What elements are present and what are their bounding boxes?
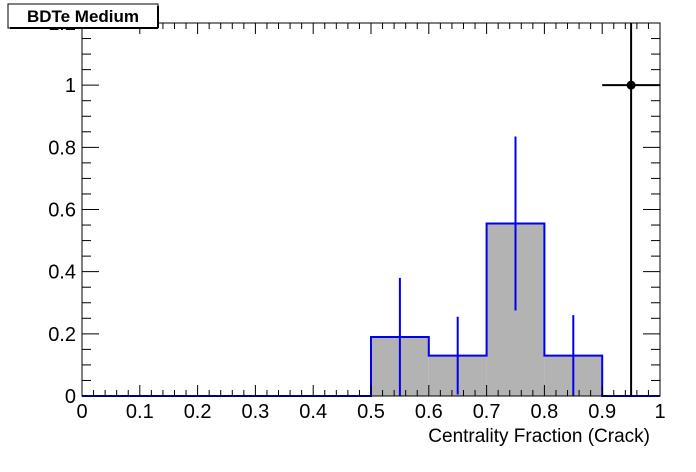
y-tick-label: 0.2	[48, 324, 76, 346]
x-tick-label: 0.4	[299, 401, 327, 423]
x-tick-label: 1	[654, 401, 665, 423]
chart-title: BDTe Medium	[27, 7, 139, 26]
x-tick-label: 0.9	[588, 401, 616, 423]
x-axis-title: Centrality Fraction (Crack)	[428, 426, 650, 447]
x-tick-label: 0.3	[241, 401, 269, 423]
plot-frame	[81, 22, 661, 397]
axes-layer: 0 0.1 0.2 0.3 0.4 0.5 0.6 0.7 0.8 0.9 1 0 0.2 0.4 0.6 0…	[48, 13, 665, 423]
y-tick-label: 1	[65, 75, 76, 97]
y-tick-label: 0.6	[48, 200, 76, 222]
x-tick-label: 0.2	[184, 401, 212, 423]
x-tick-label: 0.6	[415, 401, 443, 423]
x-tick-label: 0.8	[530, 401, 558, 423]
y-tick-label: 0.8	[48, 137, 76, 159]
x-tick-label: 0.5	[357, 401, 385, 423]
x-tick-label: 0.1	[126, 401, 154, 423]
title-box: BDTe Medium	[7, 3, 159, 29]
data-point	[626, 80, 636, 90]
y-tick-label: 0	[65, 386, 76, 408]
y-tick-label: 0.4	[48, 262, 76, 284]
x-tick-label: 0	[76, 401, 87, 423]
x-tick-label: 0.7	[473, 401, 501, 423]
